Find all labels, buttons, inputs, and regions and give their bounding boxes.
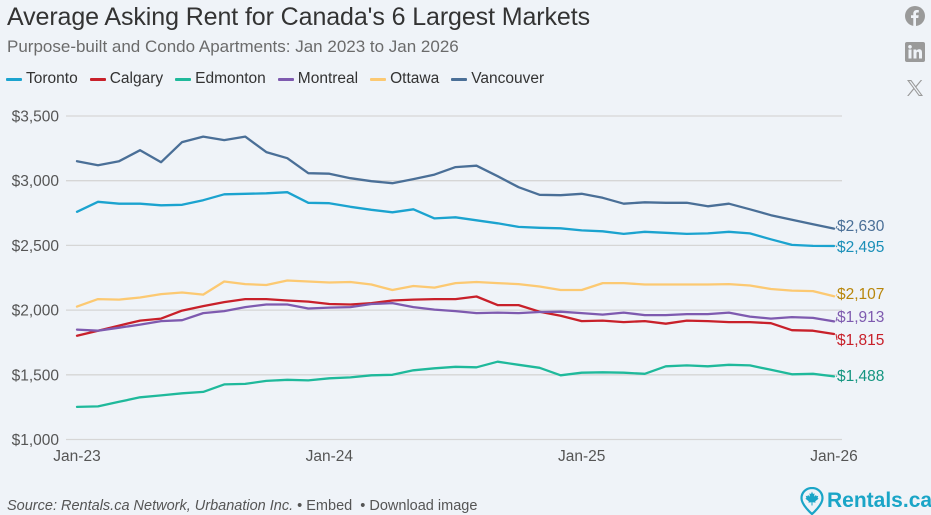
x-icon (907, 80, 923, 96)
y-tick-label: $3,000 (12, 173, 60, 190)
series-line-toronto[interactable] (75, 191, 836, 248)
map-pin-maple-leaf-icon (800, 487, 824, 515)
legend-label: Ottawa (390, 70, 440, 87)
footer: Source: Rentals.ca Network, Urbanation I… (7, 498, 477, 514)
linkedin-button[interactable] (905, 42, 925, 62)
legend-swatch (451, 77, 468, 81)
x-axis: Jan-23 Jan-24 Jan-25 Jan-26 (53, 448, 857, 465)
legend-label: Edmonton (195, 70, 266, 87)
facebook-icon (905, 6, 925, 26)
chart-subtitle: Purpose-built and Condo Apartments: Jan … (7, 37, 459, 56)
end-label-toronto: $2,495 (837, 239, 884, 256)
end-label-connector (835, 225, 838, 229)
legend-item-montreal[interactable]: Montreal (277, 70, 359, 88)
legend-swatch (277, 77, 294, 81)
separator: • (360, 498, 366, 514)
rentals-logo[interactable]: Rentals.ca (800, 487, 931, 515)
series-line-montreal[interactable] (75, 301, 836, 332)
legend-item-edmonton[interactable]: Edmonton (175, 70, 266, 88)
facebook-button[interactable] (905, 6, 925, 26)
x-tick-label: Jan-26 (810, 448, 857, 465)
end-labels: $2,495 $1,815 $1,488 $1,913 $2,107 $2,630 (835, 218, 885, 385)
end-label-montreal: $1,913 (837, 309, 884, 326)
legend-label: Toronto (26, 70, 78, 87)
series-line-edmonton[interactable] (75, 360, 836, 409)
end-label-connector (835, 316, 838, 322)
series-line-vancouver[interactable] (75, 135, 836, 230)
x-tick-label: Jan-25 (558, 448, 605, 465)
legend-item-ottawa[interactable]: Ottawa (370, 70, 439, 88)
series-line-calgary[interactable] (75, 295, 836, 337)
legend-swatch (89, 77, 106, 81)
series-lines (75, 135, 836, 409)
y-tick-label: $1,000 (12, 432, 60, 449)
gridlines (66, 115, 842, 441)
legend-swatch (175, 77, 192, 81)
legend: Toronto Calgary Edmonton Montreal Ottawa Vanc… (6, 70, 544, 88)
x-tick-label: Jan-24 (306, 448, 354, 465)
end-label-connector (835, 245, 838, 248)
legend-swatch (370, 77, 387, 81)
y-tick-label: $1,500 (12, 367, 60, 384)
download-image-link[interactable]: Download image (369, 498, 478, 514)
linkedin-icon (905, 42, 925, 62)
y-tick-label: $2,000 (12, 303, 60, 320)
end-label-ottawa: $2,107 (837, 286, 884, 303)
legend-label: Vancouver (471, 70, 545, 87)
x-button[interactable] (905, 78, 925, 98)
source-text: Source: Rentals.ca Network, Urbanation I… (7, 498, 294, 514)
x-tick-label: Jan-23 (53, 448, 100, 465)
end-label-vancouver: $2,630 (837, 218, 885, 235)
legend-item-calgary[interactable]: Calgary (89, 70, 164, 88)
embed-link[interactable]: Embed (306, 498, 353, 514)
legend-item-toronto[interactable]: Toronto (6, 70, 78, 88)
end-label-connector (835, 293, 838, 297)
legend-swatch (6, 77, 22, 81)
brand-name: Rentals.ca (827, 489, 931, 512)
end-label-edmonton: $1,488 (837, 368, 884, 385)
separator: • (297, 498, 303, 514)
end-label-calgary: $1,815 (837, 332, 884, 349)
y-tick-label: $3,500 (12, 109, 60, 126)
legend-label: Calgary (109, 70, 164, 87)
series-line-ottawa[interactable] (75, 279, 836, 308)
chart-title: Average Asking Rent for Canada's 6 Large… (7, 3, 590, 31)
legend-label: Montreal (297, 70, 359, 87)
end-label-connector (835, 333, 838, 341)
y-axis: $1,000 $1,500 $2,000 $2,500 $3,000 $3,500 (12, 109, 60, 450)
y-tick-label: $2,500 (12, 238, 60, 255)
legend-item-vancouver[interactable]: Vancouver (451, 70, 544, 88)
